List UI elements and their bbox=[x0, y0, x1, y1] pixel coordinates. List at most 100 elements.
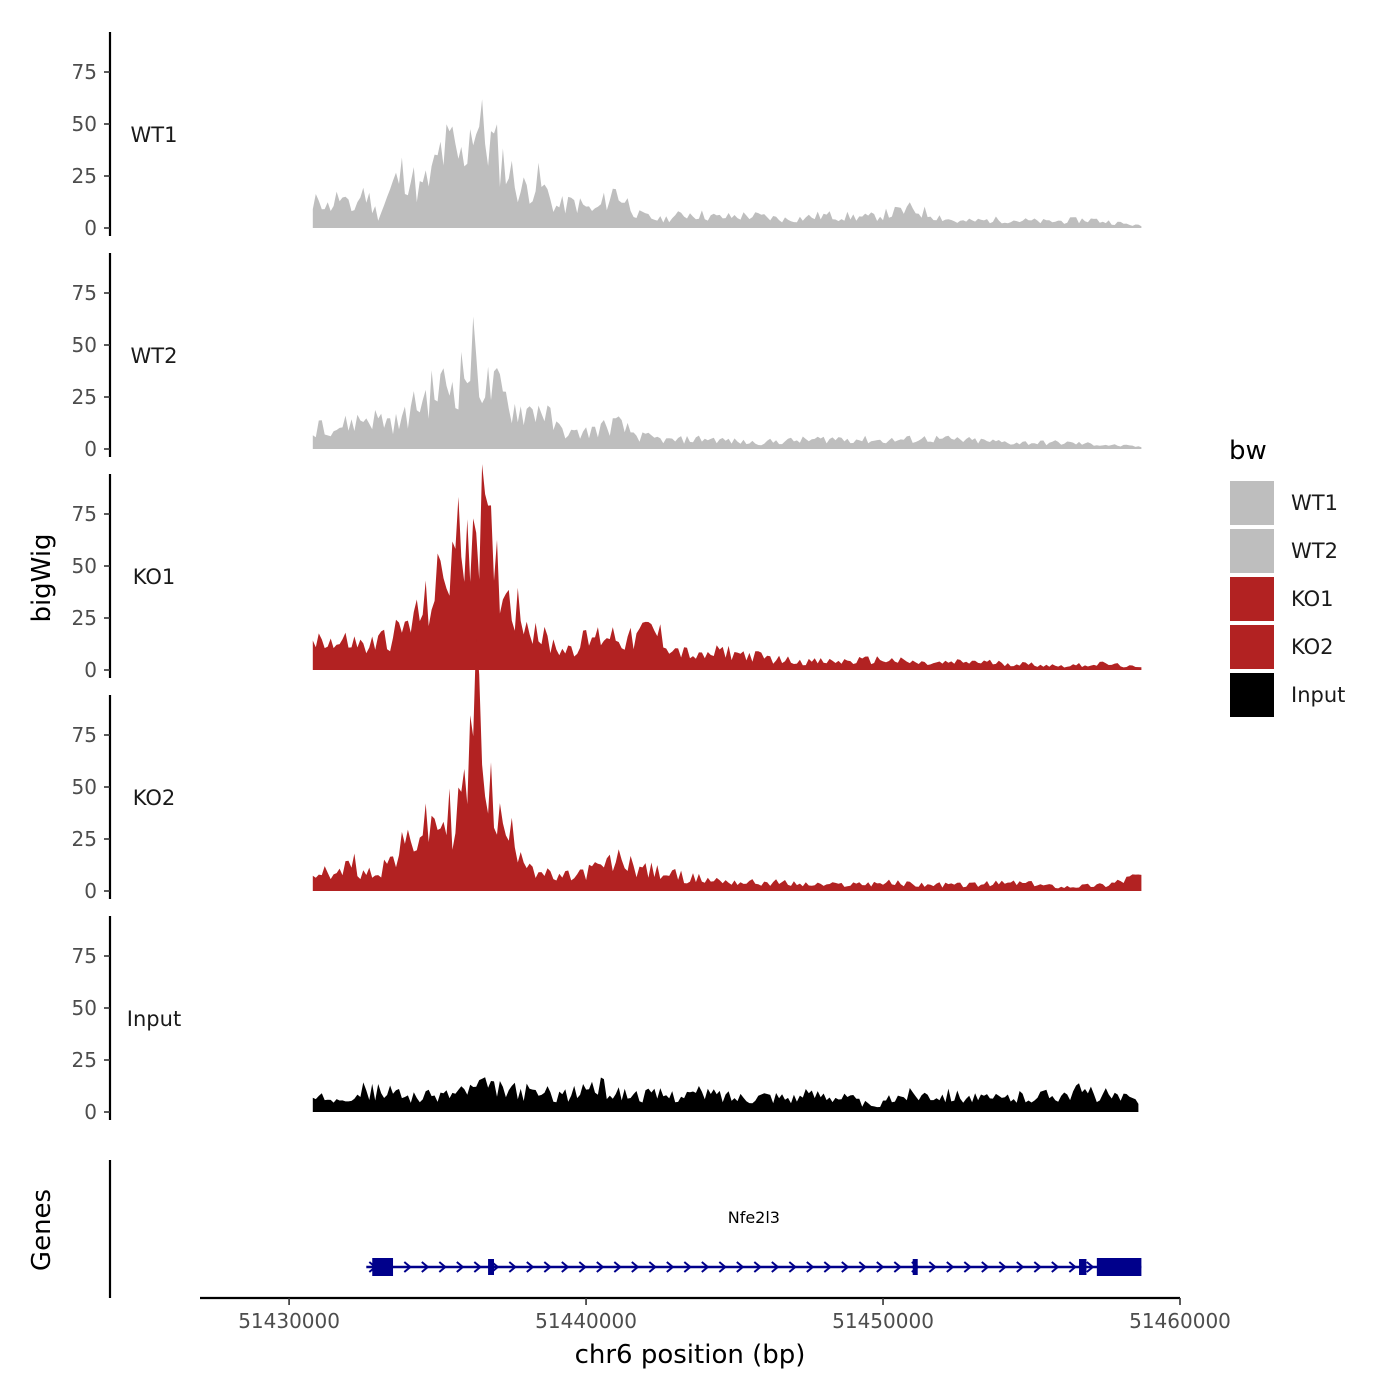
x-tick-label: 51430000 bbox=[238, 1309, 340, 1333]
y-tick-label: 75 bbox=[72, 281, 97, 305]
y-tick-label: 50 bbox=[72, 333, 97, 357]
strand-arrow bbox=[946, 1261, 955, 1273]
strand-arrow bbox=[543, 1261, 552, 1273]
strand-arrow bbox=[596, 1261, 605, 1273]
strand-arrow bbox=[613, 1261, 622, 1273]
coverage-area-wt1 bbox=[312, 99, 1142, 228]
genes-layer: Nfe2l3 bbox=[108, 1160, 1142, 1298]
genes-axis-title: Genes bbox=[27, 1189, 57, 1271]
strand-arrow bbox=[736, 1261, 745, 1273]
legend-label: WT1 bbox=[1291, 491, 1338, 515]
x-axis-title: chr6 position (bp) bbox=[575, 1340, 806, 1370]
track-label: WT1 bbox=[131, 123, 178, 147]
strand-arrow bbox=[403, 1261, 412, 1273]
track-label: KO1 bbox=[133, 565, 176, 589]
y-axis-title: bigWig bbox=[27, 533, 57, 622]
tracks-layer: 0 25 50 75 WT1 0 25 50 75 WT2 0 25 50 75 KO1 0 25 50 75 KO2… bbox=[72, 32, 1142, 1124]
y-tick-label: 50 bbox=[72, 775, 97, 799]
strand-arrow bbox=[561, 1261, 570, 1273]
legend-label: Input bbox=[1291, 683, 1345, 707]
legend-title: bw bbox=[1229, 436, 1267, 466]
track-panel-ko1: 0 25 50 75 KO1 bbox=[72, 464, 1142, 682]
strand-arrow bbox=[718, 1261, 727, 1273]
strand-arrow bbox=[473, 1261, 482, 1273]
coverage-area-ko1 bbox=[312, 464, 1142, 670]
strand-arrow bbox=[526, 1261, 535, 1273]
strand-arrow bbox=[666, 1261, 675, 1273]
x-tick-label: 51450000 bbox=[832, 1309, 934, 1333]
strand-arrow bbox=[876, 1261, 885, 1273]
strand-arrow bbox=[841, 1261, 850, 1273]
coverage-area-input bbox=[312, 1077, 1139, 1112]
legend-swatch-input bbox=[1230, 673, 1274, 717]
track-panel-wt2: 0 25 50 75 WT2 bbox=[72, 253, 1142, 461]
strand-arrow bbox=[771, 1261, 780, 1273]
strand-arrow bbox=[421, 1261, 430, 1273]
y-tick-label: 50 bbox=[72, 554, 97, 578]
gene-exon bbox=[488, 1259, 494, 1275]
y-tick-label: 50 bbox=[72, 112, 97, 136]
strand-arrow bbox=[893, 1261, 902, 1273]
y-tick-label: 25 bbox=[72, 164, 97, 188]
track-label: KO2 bbox=[133, 786, 176, 810]
legend-swatch-wt1 bbox=[1230, 481, 1274, 525]
strand-arrow bbox=[806, 1261, 815, 1273]
y-tick-label: 50 bbox=[72, 996, 97, 1020]
strand-arrow bbox=[438, 1261, 447, 1273]
strand-arrow bbox=[753, 1261, 762, 1273]
strand-arrow bbox=[1068, 1261, 1077, 1273]
y-tick-label: 75 bbox=[72, 944, 97, 968]
y-tick-label: 25 bbox=[72, 385, 97, 409]
strand-arrow bbox=[788, 1261, 797, 1273]
x-tick-label: 51440000 bbox=[535, 1309, 637, 1333]
y-tick-label: 25 bbox=[72, 827, 97, 851]
legend-swatch-ko2 bbox=[1230, 625, 1274, 669]
track-label: Input bbox=[127, 1007, 181, 1031]
track-panel-wt1: 0 25 50 75 WT1 bbox=[72, 32, 1142, 240]
track-label: WT2 bbox=[131, 344, 178, 368]
strand-arrow bbox=[1033, 1261, 1042, 1273]
strand-arrow bbox=[858, 1261, 867, 1273]
strand-arrow bbox=[701, 1261, 710, 1273]
legend-label: WT2 bbox=[1291, 539, 1338, 563]
y-tick-label: 0 bbox=[84, 1100, 97, 1124]
strand-arrow bbox=[631, 1261, 640, 1273]
strand-arrow bbox=[456, 1261, 465, 1273]
legend-label: KO1 bbox=[1291, 587, 1334, 611]
strand-arrow bbox=[508, 1261, 517, 1273]
strand-arrow bbox=[998, 1261, 1007, 1273]
y-tick-label: 0 bbox=[84, 658, 97, 682]
legend-swatch-ko1 bbox=[1230, 577, 1274, 621]
y-tick-label: 0 bbox=[84, 879, 97, 903]
strand-arrow bbox=[578, 1261, 587, 1273]
y-tick-label: 0 bbox=[84, 437, 97, 461]
strand-arrow bbox=[928, 1261, 937, 1273]
track-panel-input: 0 25 50 75 Input bbox=[72, 916, 1139, 1124]
gene-exon bbox=[1096, 1258, 1142, 1276]
legend-swatch-wt2 bbox=[1230, 529, 1274, 573]
x-tick-label: 51460000 bbox=[1129, 1309, 1231, 1333]
strand-arrow bbox=[963, 1261, 972, 1273]
y-tick-label: 0 bbox=[84, 216, 97, 240]
strand-arrow bbox=[1051, 1261, 1060, 1273]
y-tick-label: 75 bbox=[72, 60, 97, 84]
strand-arrow bbox=[823, 1261, 832, 1273]
coverage-area-ko2 bbox=[312, 635, 1142, 891]
gene-exon bbox=[1079, 1259, 1087, 1275]
gene-nfe2l3: Nfe2l3 bbox=[366, 1208, 1142, 1276]
track-panel-ko2: 0 25 50 75 KO2 bbox=[72, 635, 1142, 903]
y-tick-label: 75 bbox=[72, 723, 97, 747]
gene-exon bbox=[372, 1258, 394, 1276]
strand-arrow bbox=[683, 1261, 692, 1273]
strand-arrow bbox=[648, 1261, 657, 1273]
strand-arrow bbox=[981, 1261, 990, 1273]
coverage-area-wt2 bbox=[312, 316, 1142, 449]
y-tick-label: 75 bbox=[72, 502, 97, 526]
gene-label: Nfe2l3 bbox=[728, 1208, 780, 1227]
y-tick-label: 25 bbox=[72, 1048, 97, 1072]
legend: bw WT1 WT2 KO1 KO2 Input bbox=[1229, 436, 1345, 717]
y-tick-label: 25 bbox=[72, 606, 97, 630]
gene-exon bbox=[912, 1259, 918, 1275]
strand-arrow bbox=[1086, 1261, 1095, 1273]
